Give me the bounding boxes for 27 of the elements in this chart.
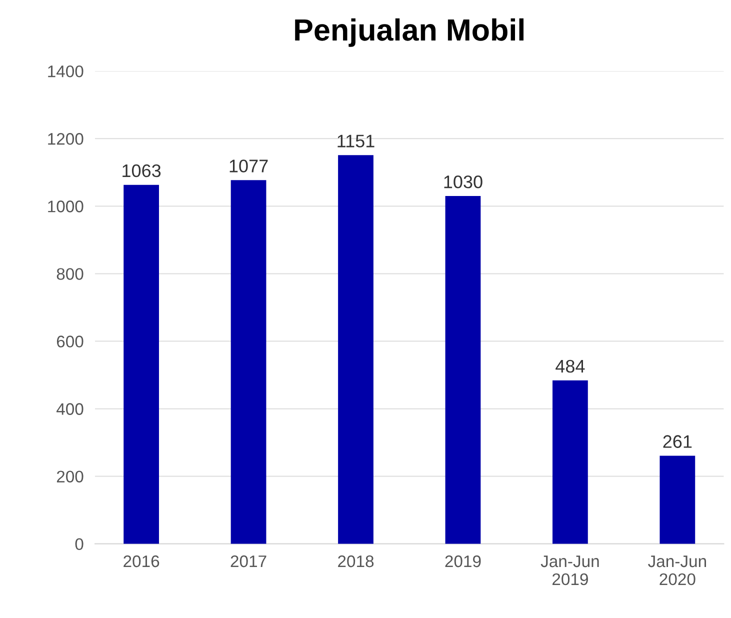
- data-label: 1077: [230, 160, 268, 172]
- chart-title: Penjualan Mobil: [295, 18, 524, 47]
- y-tick-label: 1400: [48, 65, 84, 78]
- bar: [445, 196, 481, 544]
- y-tick-label: 800: [56, 268, 84, 280]
- x-tick-label: 2019: [445, 555, 481, 568]
- data-label: 261: [663, 435, 692, 448]
- y-tick-label: 200: [56, 470, 84, 483]
- bar: [338, 155, 374, 544]
- data-label: 1151: [338, 134, 374, 148]
- x-tick-label: Jan-Jun 2020: [648, 556, 706, 586]
- bar: [230, 180, 266, 544]
- x-tick-label: 2017: [230, 555, 266, 568]
- x-tick-label: Jan-Jun 2019: [540, 556, 599, 586]
- bar: [660, 456, 696, 544]
- x-tick-label: 2016: [124, 555, 160, 568]
- y-tick-label: 400: [56, 403, 84, 415]
- data-label: 1030: [444, 175, 482, 188]
- y-tick-label: 600: [56, 336, 84, 348]
- data-label: 484: [556, 360, 585, 373]
- x-tick-label: 2018: [338, 555, 374, 568]
- bar: [124, 184, 159, 544]
- y-tick-label: 1200: [48, 133, 84, 145]
- data-label: 1063: [122, 164, 161, 178]
- bar: [552, 380, 588, 544]
- y-tick-label: 1000: [48, 200, 84, 212]
- y-tick-label: 0: [75, 538, 84, 550]
